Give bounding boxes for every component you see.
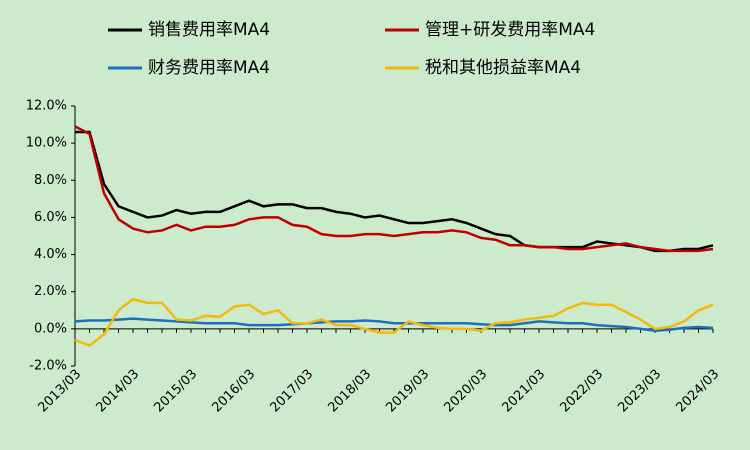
y-tick-label: 10.0% (26, 136, 67, 151)
x-tick-label: 2017/03 (268, 367, 317, 416)
y-tick-label: 12.0% (26, 99, 67, 114)
legend-label: 税和其他损益率MA4 (425, 58, 581, 78)
y-tick-label: 0.0% (34, 321, 67, 336)
y-tick-label: 8.0% (34, 173, 67, 188)
y-tick-label: 4.0% (34, 247, 67, 262)
x-tick-label: 2020/03 (442, 367, 491, 416)
x-tick-label: 2021/03 (500, 367, 549, 416)
legend-label: 财务费用率MA4 (148, 58, 270, 78)
line-series (74, 297, 714, 347)
line-series (74, 125, 714, 253)
x-tick-label: 2018/03 (326, 367, 375, 416)
x-tick-label: 2016/03 (210, 367, 259, 416)
y-tick-label: 6.0% (34, 210, 67, 225)
line-series (74, 317, 714, 332)
y-tick-label: -2.0% (29, 359, 67, 374)
line-series (75, 130, 714, 253)
x-tick-label: 2024/03 (674, 367, 723, 416)
x-tick-label: 2013/03 (36, 367, 85, 416)
legend-label: 销售费用率MA4 (148, 20, 270, 40)
x-tick-label: 2014/03 (94, 367, 143, 416)
x-tick-label: 2019/03 (384, 367, 433, 416)
x-tick-label: 2015/03 (152, 367, 201, 416)
x-tick-label: 2022/03 (558, 367, 607, 416)
x-tick-label: 2023/03 (616, 367, 665, 416)
y-tick-label: 2.0% (34, 284, 67, 299)
legend-label: 管理+研发费用率MA4 (425, 20, 595, 40)
